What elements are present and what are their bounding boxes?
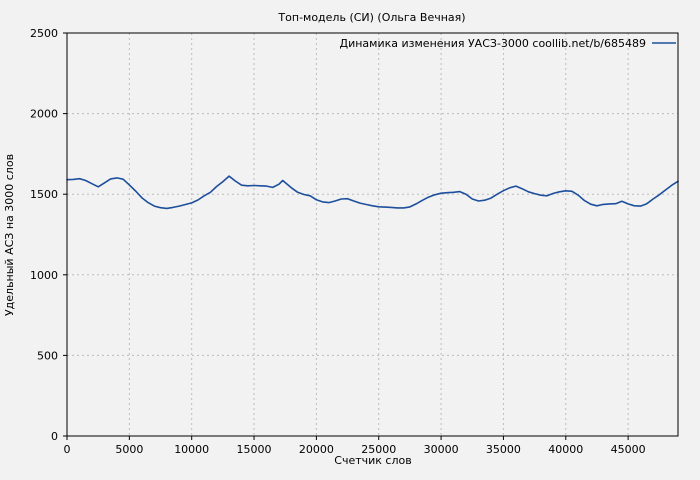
x-tick-label: 45000: [611, 443, 646, 456]
chart-title: Топ-модель (СИ) (Ольга Вечная): [277, 11, 465, 24]
y-tick-label: 1500: [30, 188, 58, 201]
grid-layer: [67, 33, 678, 436]
series-line: [66, 175, 679, 210]
x-tick-label: 20000: [299, 443, 334, 456]
plot-border: [66, 32, 679, 437]
x-tick-label: 30000: [424, 443, 459, 456]
x-tick-label: 0: [64, 443, 71, 456]
y-tick-label: 2500: [30, 27, 58, 40]
x-tick-label: 10000: [174, 443, 209, 456]
x-tick-label: 25000: [361, 443, 396, 456]
tick-layer: 0 5000 10000 15000 20000 25000 30000 35000 40000…: [30, 27, 646, 456]
y-axis-label: Удельный АСЗ на 3000 слов: [3, 154, 16, 316]
legend-label: Динамика изменения УАСЗ-3000 coollib.net…: [340, 37, 647, 50]
x-axis-label: Счетчик слов: [334, 454, 411, 467]
series-layer: [66, 175, 679, 210]
y-tick-label: 1000: [30, 269, 58, 282]
x-tick-label: 35000: [486, 443, 521, 456]
x-tick-label: 15000: [237, 443, 272, 456]
y-tick-label: 500: [37, 349, 58, 362]
y-tick-label: 0: [51, 430, 58, 443]
x-tick-label: 5000: [115, 443, 143, 456]
x-tick-label: 40000: [548, 443, 583, 456]
y-tick-label: 2000: [30, 108, 58, 121]
legend: Динамика изменения УАСЗ-3000 coollib.net…: [340, 37, 676, 50]
